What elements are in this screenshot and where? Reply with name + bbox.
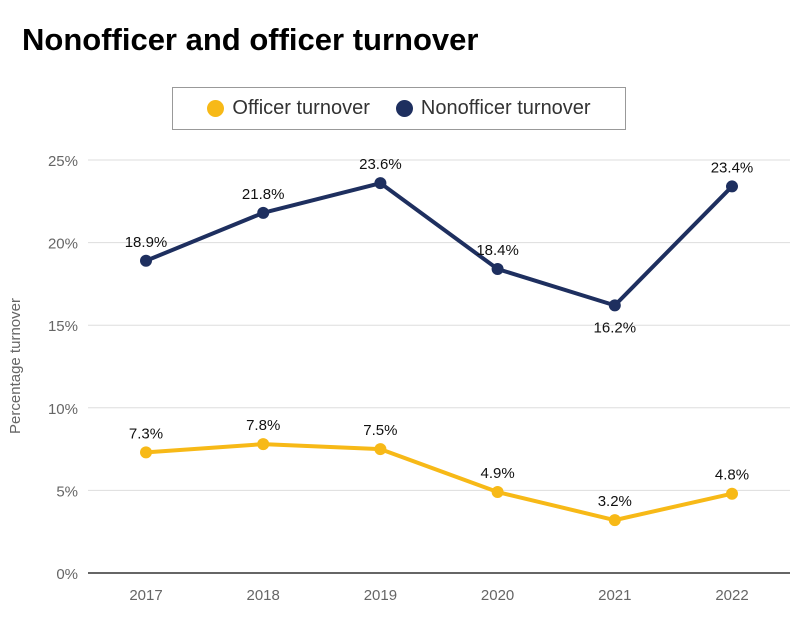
legend-item-nonofficer: Nonofficer turnover	[395, 97, 591, 120]
y-tick-label: 20%	[48, 236, 78, 253]
data-label: 21.8%	[242, 186, 285, 203]
data-point	[491, 263, 504, 276]
data-label: 23.6%	[359, 156, 402, 173]
data-label: 16.2%	[594, 319, 637, 336]
series-line	[145, 181, 734, 308]
data-point	[726, 180, 738, 193]
x-tick-label: 2019	[364, 587, 397, 604]
x-tick-label: 2018	[247, 587, 280, 604]
y-tick-label: 15%	[48, 318, 78, 335]
legend-item-officer: Officer turnover	[207, 97, 370, 120]
data-label: 7.8%	[246, 417, 280, 434]
data-point	[491, 486, 504, 499]
y-tick-label: 0%	[56, 566, 78, 583]
data-point	[257, 206, 270, 219]
data-label: 4.9%	[480, 465, 514, 482]
data-point	[257, 438, 270, 451]
x-tick-label: 2017	[129, 587, 162, 604]
legend-label-nonofficer: Nonofficer turnover	[420, 97, 591, 119]
data-point	[140, 254, 152, 267]
data-point	[374, 177, 387, 190]
legend-swatch-nonofficer	[395, 100, 413, 117]
x-tick-label: 2021	[598, 587, 631, 604]
series-line	[145, 442, 733, 523]
data-point	[140, 446, 152, 459]
y-tick-label: 25%	[48, 153, 78, 170]
legend-swatch-officer	[207, 100, 225, 117]
y-tick-label: 10%	[48, 401, 78, 418]
x-tick-label: 2022	[715, 587, 748, 604]
y-tick-label: 5%	[56, 483, 78, 500]
data-label: 4.8%	[715, 467, 749, 484]
data-label: 7.5%	[363, 422, 397, 439]
data-label: 7.3%	[129, 425, 163, 442]
data-point	[608, 299, 621, 312]
data-label: 18.4%	[476, 242, 519, 259]
legend: Officer turnover Nonofficer turnover	[172, 87, 626, 130]
y-axis-label: Percentage turnover	[7, 298, 24, 434]
data-point	[608, 514, 621, 527]
chart-title: Nonofficer and officer turnover	[22, 22, 479, 57]
legend-label-officer: Officer turnover	[232, 97, 370, 119]
data-label: 3.2%	[598, 493, 632, 510]
data-label: 23.4%	[711, 159, 754, 176]
data-label: 18.9%	[125, 234, 168, 251]
data-point	[726, 487, 738, 500]
x-tick-label: 2020	[481, 587, 514, 604]
data-point	[374, 443, 387, 456]
